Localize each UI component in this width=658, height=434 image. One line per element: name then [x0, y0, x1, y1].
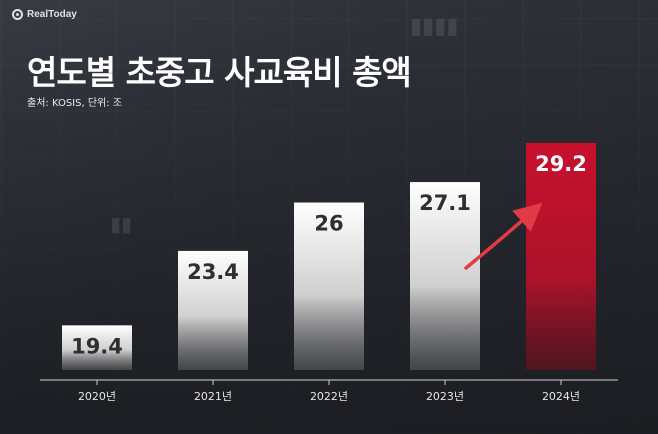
bar-value-label: 27.1: [419, 191, 471, 215]
bg-sign-decor: ▮▮: [110, 212, 133, 236]
bar-highlight: [526, 143, 596, 370]
logo-icon: [12, 9, 23, 20]
bar-value-label: 23.4: [187, 260, 239, 284]
bg-sign-decor: ▮▮▮▮: [410, 14, 459, 39]
page-title: 연도별 초중고 사교육비 총액: [27, 53, 412, 92]
bar: [62, 325, 132, 370]
trend-arrow-icon: [464, 202, 543, 270]
bar: [410, 182, 480, 370]
bar-value-label: 29.2: [535, 152, 587, 176]
bar-value-label: 19.4: [71, 334, 123, 358]
source-note: 출처: KOSIS, 단위: 조: [27, 98, 122, 109]
x-tick-label: 2021년: [194, 390, 232, 403]
brand-logo: RealToday: [12, 9, 77, 20]
x-tick-label: 2023년: [426, 390, 464, 403]
bar: [294, 202, 364, 370]
x-tick-label: 2020년: [78, 390, 116, 403]
x-tick-label: 2022년: [310, 390, 348, 403]
x-tick-label: 2024년: [542, 390, 580, 403]
bar-value-label: 26: [314, 212, 343, 236]
bar: [178, 250, 248, 370]
logo-text: RealToday: [27, 9, 77, 20]
